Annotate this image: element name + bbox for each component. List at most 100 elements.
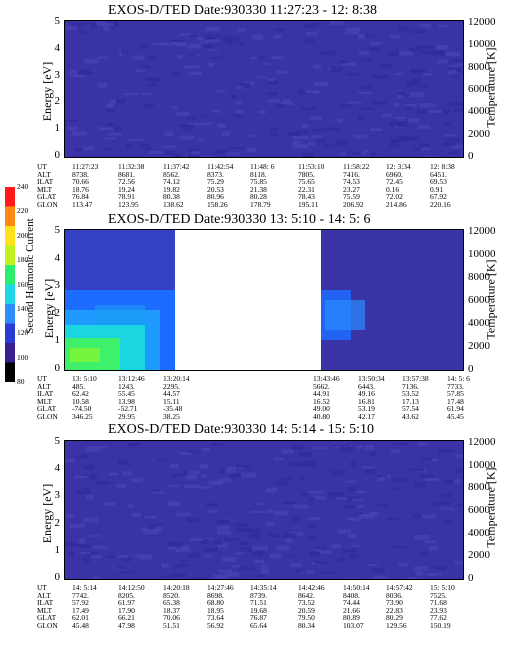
panel-2-cell: 40.80 (313, 411, 330, 421)
panel-2-cell: -35.48 (163, 404, 183, 413)
panel-2-cell: 15.11 (163, 396, 180, 406)
panel-3-cell: 8520. (163, 590, 180, 600)
panel-2-cell: 13:43:46 (313, 374, 340, 383)
panel-3-cell: 103.07 (343, 620, 364, 630)
panel-3-cell: 56.92 (207, 620, 224, 630)
panel-1-cell: 72.56 (118, 177, 135, 186)
panel-3-cell: 150.19 (430, 620, 451, 630)
panel-2-cell: 49.16 (358, 389, 375, 398)
panel-3-y2tick: 10000 (468, 458, 496, 471)
panel-3-cell: 66.21 (118, 613, 135, 622)
panel-1-y2tick: 2000 (468, 127, 490, 140)
panel-1-ytick: 2 (54, 95, 61, 108)
panel-3-cell: 80.34 (298, 620, 315, 630)
panel-2-row-label: GLAT (37, 404, 57, 413)
panel-3-cell: 14:20:18 (163, 583, 190, 592)
panel-3-cell: 80.89 (343, 613, 360, 622)
panel-1-cell: 23.27 (343, 184, 360, 194)
panel-3-ytick: 4 (54, 462, 61, 475)
panel-2-cell: 17.13 (402, 396, 419, 406)
panel-2-y2tick: 6000 (468, 294, 490, 306)
panel-1-cell: 11:48: 6 (250, 162, 275, 171)
panel-2-cell: -52.71 (118, 404, 138, 413)
colorbar-segment (5, 265, 15, 285)
panel-1-ylabel: Energy [eV] (40, 61, 55, 122)
panel-1-cell: 21.38 (250, 184, 267, 194)
panel-3-cell: 8205. (118, 590, 135, 600)
panel-2-cell: 42.17 (358, 411, 375, 421)
panel-3-row-label: MLT (37, 605, 53, 615)
panel-1-plot-area (64, 20, 464, 158)
panel-2-cell: 7733. (447, 381, 464, 391)
colorbar-segment (5, 284, 15, 305)
panel-2-ytick: 2 (54, 306, 61, 319)
colorbar-segment (5, 323, 15, 344)
panel-3-y2tick: 8000 (468, 481, 490, 494)
panel-3-row-label: GLAT (37, 613, 57, 622)
colorbar-tick: 120 (17, 328, 29, 338)
panel-2-cell: 43.62 (402, 411, 419, 421)
panel-2-cell: 53.52 (402, 389, 419, 398)
panel-3-cell: 51.51 (163, 620, 180, 630)
panel-1-row-label: UT (37, 162, 47, 171)
colorbar-tick: 140 (17, 303, 29, 313)
panel-2-cell: 14: 5: 6 (447, 374, 470, 383)
panel-2-cell: 5662. (313, 381, 330, 391)
panel-2-cell: 6443. (358, 381, 375, 391)
panel-1-cell: 12: 8:38 (430, 162, 455, 171)
colorbar-segment (5, 362, 15, 382)
panel-1-cell: 11:42:54 (207, 162, 234, 171)
panel-1-cell: 72.45 (386, 177, 403, 186)
panel-3-cell: 14:35:14 (250, 583, 277, 592)
panel-2-cell: 2295. (163, 381, 180, 391)
panel-2-cell: 44.57 (163, 389, 180, 398)
panel-1-heatmap (65, 21, 463, 157)
panel-3-cell: 8036. (386, 590, 403, 600)
panel-1-cell: 7805. (298, 169, 315, 179)
panel-1-cell: 8738. (72, 169, 89, 179)
colorbar-tick: 100 (17, 352, 29, 362)
panel-2-cell: 57.54 (402, 404, 419, 413)
panel-1-cell: 80.96 (207, 192, 224, 201)
panel-3-row-label: ALT (37, 590, 51, 600)
panel-3-cell: 45.48 (72, 620, 89, 630)
panel-3-cell: 71.68 (430, 598, 447, 607)
panel-2-cell: 49.00 (313, 404, 330, 413)
panel-3-heatmap (65, 441, 463, 579)
panel-2-cell: 53.19 (358, 404, 375, 413)
panel-2-cell: 13:57:38 (402, 374, 429, 383)
panel-1-ytick: 1 (54, 122, 61, 135)
panel-3-title: EXOS-D/TED Date:930330 14: 5:14 - 15: 5:… (108, 422, 374, 437)
panel-2-cell: 13:20:14 (163, 374, 190, 383)
panel-2-cell: 29.95 (118, 411, 135, 421)
panel-1-cell: 214.86 (386, 199, 407, 209)
panel-1-ytick: 0 (54, 149, 61, 161)
colorbar-segment (5, 226, 15, 246)
panel-3-cell: 15: 5:10 (430, 583, 455, 592)
colorbar-label: Second Harmonic Current (24, 218, 36, 334)
panel-3-y2tick: 6000 (468, 504, 490, 516)
panel-3-cell: 77.62 (430, 613, 447, 622)
panel-1-cell: 6960. (386, 169, 403, 179)
panel-3-cell: 14:12:50 (118, 583, 145, 592)
panel-3-y2tick: 12000 (468, 436, 496, 448)
panel-3-cell: 73.90 (386, 598, 403, 607)
panel-3-cell: 20.59 (298, 605, 315, 615)
panel-3-cell: 23.93 (430, 605, 447, 615)
panel-1-cell: 75.59 (343, 192, 360, 201)
panel-1-y2tick: 10000 (468, 38, 496, 51)
panel-3-ytick: 2 (54, 516, 61, 529)
panel-1-cell: 206.92 (343, 199, 364, 209)
panel-2-cell: 57.85 (447, 389, 464, 398)
colorbar-tick: 200 (17, 230, 29, 240)
panel-1-cell: 18.76 (72, 184, 89, 194)
panel-3-row-label: GLON (37, 620, 58, 630)
panel-3-cell: 68.80 (207, 598, 224, 607)
panel-1-cell: 8373. (207, 169, 224, 179)
panel-3-cell: 14:50:14 (343, 583, 370, 592)
panel-1-cell: 80.28 (250, 192, 267, 201)
panel-1-cell: 11:53:10 (298, 162, 325, 171)
panel-1-y2tick: 8000 (468, 60, 490, 73)
panel-2-ytick: 3 (54, 279, 61, 292)
panel-1-cell: 0.91 (430, 184, 444, 194)
